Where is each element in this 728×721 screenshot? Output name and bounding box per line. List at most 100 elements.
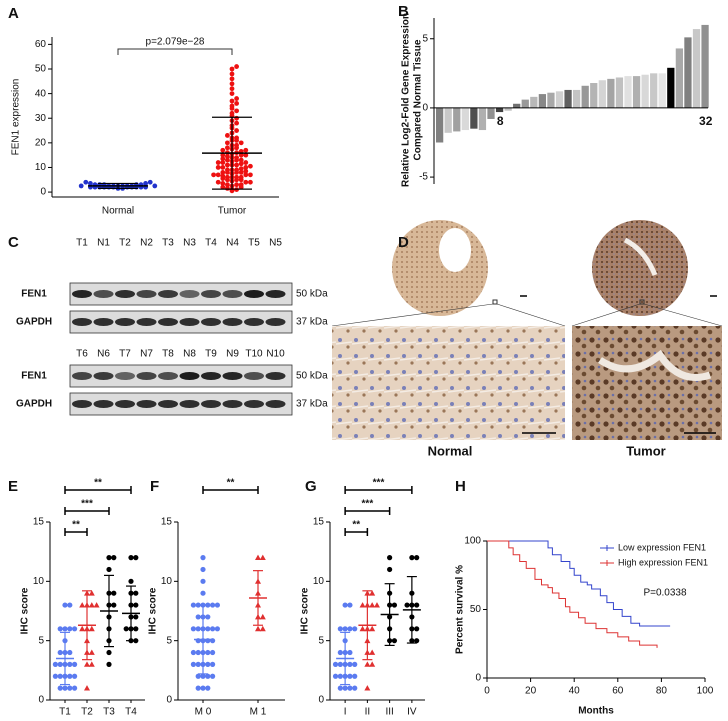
blot-label: GAPDH <box>16 399 52 410</box>
bar <box>564 89 572 108</box>
blot-band <box>201 372 221 380</box>
data-point <box>347 673 353 679</box>
y-tick-label: 15 <box>313 517 325 528</box>
data-point <box>347 602 353 608</box>
data-point <box>414 555 420 561</box>
data-point <box>234 174 240 180</box>
data-point <box>57 626 63 632</box>
data-point <box>234 135 240 141</box>
bracket <box>117 48 233 55</box>
data-point <box>225 162 230 168</box>
y-axis-label: Relative Log2-Fold Gene Expression <box>401 13 412 187</box>
data-point <box>200 590 206 596</box>
y-tick-label: 50 <box>35 64 47 75</box>
data-point <box>88 602 95 608</box>
blot-band <box>115 290 135 298</box>
blot-band <box>93 400 114 408</box>
significance-label: ** <box>72 520 80 531</box>
data-point <box>72 661 78 668</box>
y-axis-label: FEN1 expression <box>11 79 22 156</box>
data-point <box>133 614 139 620</box>
zoom-image <box>332 326 565 440</box>
bar <box>478 107 487 131</box>
data-point <box>225 140 230 146</box>
data-point <box>337 649 343 656</box>
y-tick-label: 10 <box>33 576 45 587</box>
bar <box>530 96 538 108</box>
significance-bracket <box>344 486 413 494</box>
data-point <box>369 602 376 608</box>
data-point <box>225 167 230 173</box>
y-tick-label: -5 <box>419 172 428 183</box>
panel-label: A <box>8 5 19 22</box>
data-point <box>215 160 221 165</box>
data-point <box>190 649 196 656</box>
blot-band <box>158 400 178 408</box>
data-point <box>352 661 358 668</box>
data-point <box>106 661 112 668</box>
x-tick-label: III <box>385 707 393 718</box>
data-point <box>229 81 235 87</box>
panel-label: H <box>455 478 466 495</box>
data-point <box>234 101 240 106</box>
lane-label: T10 <box>245 349 263 360</box>
data-point <box>387 555 393 561</box>
data-point <box>220 165 226 170</box>
histology: Normal Tumor <box>331 220 723 458</box>
bar <box>650 73 658 108</box>
data-point <box>225 157 230 163</box>
blot-band <box>93 290 114 298</box>
x-tick-label: 32 <box>699 114 713 128</box>
data-point <box>210 602 216 608</box>
annotation: P=0.0338 <box>643 588 687 599</box>
x-tick-label: T1 <box>59 707 71 718</box>
x-tick-label: I <box>344 707 347 718</box>
data-point <box>205 685 211 691</box>
tissue-hole <box>623 237 658 276</box>
tissue-hole <box>439 228 471 272</box>
data-point <box>190 661 196 668</box>
data-point <box>190 602 196 608</box>
blot-band <box>158 372 178 380</box>
data-point <box>243 168 249 174</box>
data-point <box>210 626 216 632</box>
blot-band <box>179 318 200 326</box>
bar <box>641 74 649 108</box>
data-point <box>93 602 100 608</box>
data-point <box>128 578 134 584</box>
legend-label: High expression FEN1 <box>618 557 708 567</box>
tissue-core <box>592 220 688 316</box>
blot-band <box>222 318 243 326</box>
blot-band <box>265 290 286 298</box>
bar <box>581 85 589 108</box>
blot-band <box>93 318 114 326</box>
data-point <box>414 638 420 644</box>
data-point <box>243 152 249 158</box>
data-point <box>342 626 348 632</box>
data-point <box>347 649 353 656</box>
data-point <box>200 578 206 584</box>
panel-label: D <box>398 234 409 251</box>
data-point <box>195 614 201 620</box>
data-point <box>243 172 249 178</box>
blot-label: FEN1 <box>21 289 47 300</box>
blot-size: 37 kDa <box>296 399 328 410</box>
data-point <box>62 602 68 608</box>
data-point <box>234 115 240 121</box>
data-point <box>220 184 226 190</box>
significance-label: ** <box>352 520 360 531</box>
data-point <box>190 626 196 632</box>
zoom-image <box>572 326 722 440</box>
bar <box>504 107 512 111</box>
blot-band <box>158 290 178 298</box>
data-point <box>352 673 358 679</box>
zoom-line <box>643 303 723 327</box>
zoom-line <box>571 303 641 327</box>
data-point <box>84 661 90 667</box>
data-point <box>195 673 201 679</box>
data-point <box>243 160 249 165</box>
data-point <box>238 169 244 175</box>
blot-band <box>72 372 92 380</box>
stroma <box>598 349 712 381</box>
zoom-box <box>639 299 645 305</box>
